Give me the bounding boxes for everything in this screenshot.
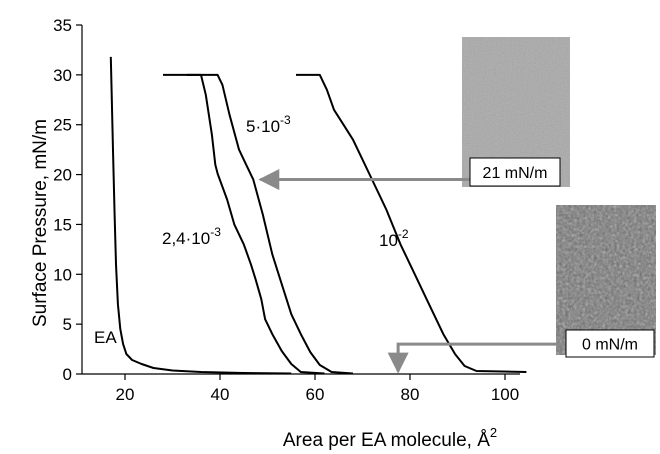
inset-label-box: [469, 157, 561, 187]
series-layer: [109, 56, 527, 375]
curve-label-sup: -2: [398, 227, 409, 241]
annotations: 21 mN/m 0 mN/m: [258, 37, 656, 374]
x-tick-label: 20: [116, 385, 135, 404]
curve-label-2: 2,4·10-3: [162, 225, 221, 248]
y-tick-label: 20: [53, 166, 72, 185]
curve-label-base: 2,4·10: [162, 229, 210, 248]
arrow-2: [387, 342, 566, 374]
inset-label-box: [565, 329, 655, 358]
y-tick-label: 5: [63, 315, 72, 334]
y-tick-label: 0: [63, 365, 72, 384]
curve-label-sup: -3: [210, 225, 221, 239]
x-tick-label: 80: [401, 385, 420, 404]
y-tick-label: 35: [53, 16, 72, 35]
y-axis-title: Surface Pressure, mN/m: [30, 119, 51, 327]
curve-label-4: 10-2: [379, 227, 409, 250]
curve-label-base: 5·10: [246, 117, 280, 136]
x-axis-title-text: Area per EA molecule, Å: [283, 430, 490, 451]
curve-labels: EA2,4·10-35·10-310-2: [94, 113, 409, 347]
y-tick-label: 25: [53, 116, 72, 135]
curve-label-1: EA: [94, 328, 117, 347]
y-tick-label: 10: [53, 265, 72, 284]
curve-label-base: EA: [94, 328, 117, 347]
x-tick-label: 60: [306, 385, 325, 404]
x-tick-label: 100: [491, 385, 519, 404]
x-axis-title: Area per EA molecule, Å2: [283, 425, 497, 451]
series-line-2: [163, 73, 325, 375]
axes: 0 5 10 15 20 25 30 35 20 40 60 80 100: [53, 16, 520, 404]
inset-label: 0 mN/m: [582, 337, 638, 354]
series-line-1: [109, 56, 292, 375]
curve-label-3: 5·10-3: [246, 113, 291, 136]
curve-label-sup: -3: [280, 113, 291, 127]
y-tick-label: 15: [53, 215, 72, 234]
series-line-3: [186, 73, 354, 375]
x-axis-title-sup: 2: [490, 425, 497, 440]
inset-label: 21 mN/m: [483, 165, 548, 182]
x-tick-label: 40: [211, 385, 230, 404]
y-tick-label: 30: [53, 66, 72, 85]
curve-label-base: 10: [379, 231, 398, 250]
series-line-4: [296, 73, 527, 373]
